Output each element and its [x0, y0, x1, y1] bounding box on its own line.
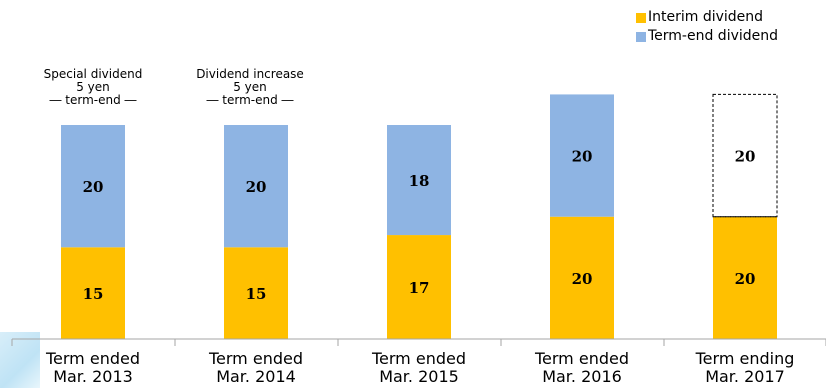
legend-label-interim: Interim dividend: [648, 9, 764, 25]
category-label-line: Term ended: [45, 349, 140, 368]
annotation-line: 5 yen: [76, 80, 110, 94]
annotation-line: Special dividend: [43, 67, 143, 81]
data-label: 20: [735, 148, 756, 166]
category-label-line: Mar. 2015: [379, 367, 459, 386]
bar-segment-term-end: [224, 125, 288, 248]
legend-label-term-end: Term-end dividend: [648, 28, 779, 44]
legend-item-term-end: Term-end dividend: [636, 27, 778, 46]
bar-segment-interim: [224, 247, 288, 339]
category-label-line: Mar. 2017: [705, 367, 785, 386]
annotation-line: ― term-end ―: [49, 93, 137, 107]
category-label-line: Term ended: [208, 349, 303, 368]
legend-swatch-interim: [636, 12, 646, 23]
data-label: 15: [83, 285, 104, 303]
bar-segment-interim: [387, 235, 451, 339]
x-axis-category-label: Term ending Mar. 2017: [680, 350, 810, 386]
data-label: 20: [83, 178, 104, 196]
bar-segment-term-end: [61, 125, 125, 248]
category-label-line: Mar. 2013: [53, 367, 133, 386]
annotation-line: Dividend increase: [196, 67, 304, 81]
bar-segment-term-end: [550, 94, 614, 217]
annotation-dividend-increase: Dividend increase 5 yen ― term-end ―: [175, 68, 325, 107]
x-axis-category-label: Term ended Mar. 2015: [354, 350, 484, 386]
legend-item-interim: Interim dividend: [636, 8, 778, 27]
data-label: 20: [572, 270, 593, 288]
category-label-line: Term ended: [371, 349, 466, 368]
data-label: 18: [409, 172, 430, 190]
data-label: 20: [735, 270, 756, 288]
annotation-line: ― term-end ―: [206, 93, 294, 107]
category-label-line: Term ended: [534, 349, 629, 368]
bar-segment-term-end: [387, 125, 451, 236]
bar-segment-interim: [550, 216, 614, 339]
bar-segment-interim: [713, 216, 777, 339]
x-axis-category-label: Term ended Mar. 2016: [517, 350, 647, 386]
chart-legend: Interim dividend Term-end dividend: [636, 8, 778, 46]
data-label: 15: [246, 285, 267, 303]
decorative-corner-gradient: [0, 332, 40, 388]
data-label: 20: [572, 148, 593, 166]
category-label-line: Mar. 2016: [542, 367, 622, 386]
data-label: 17: [409, 279, 430, 297]
annotation-special-dividend: Special dividend 5 yen ― term-end ―: [18, 68, 168, 107]
x-axis-category-label: Term ended Mar. 2014: [191, 350, 321, 386]
category-label-line: Mar. 2014: [216, 367, 296, 386]
bar-segment-interim: [61, 247, 125, 339]
annotation-line: 5 yen: [233, 80, 267, 94]
data-label: 20: [246, 178, 267, 196]
category-label-line: Term ending: [695, 349, 795, 368]
legend-swatch-term-end: [636, 31, 646, 42]
x-axis-category-label: Term ended Mar. 2013: [28, 350, 158, 386]
bar-segment-forecast: [712, 93, 778, 218]
